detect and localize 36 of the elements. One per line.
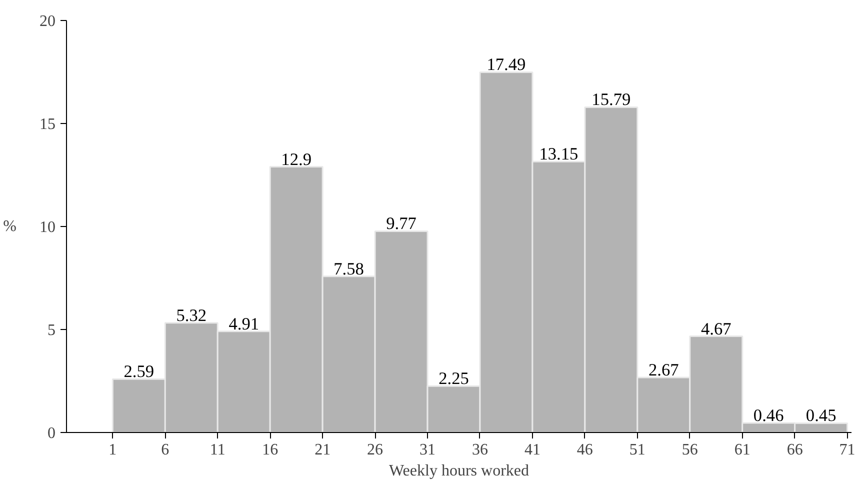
data-label: 13.15: [539, 144, 578, 164]
x-tick-label: 1: [108, 442, 117, 458]
y-tick-label: 20: [40, 13, 56, 30]
x-tick-label: 11: [210, 442, 226, 458]
x-tick-label: 71: [839, 442, 856, 458]
x-tick-label: 21: [314, 442, 331, 458]
data-label: 4.91: [228, 314, 260, 334]
data-label: 9.77: [386, 214, 417, 234]
data-label: 5.32: [176, 306, 207, 325]
data-label: 4.67: [700, 319, 732, 338]
data-label: 2.25: [438, 369, 469, 388]
y-tick-label: 0: [48, 425, 56, 442]
data-label: 2.59: [124, 362, 154, 382]
x-tick-label: 16: [262, 442, 278, 458]
data-label: 7.58: [334, 259, 364, 278]
y-tick-label: 10: [40, 219, 56, 236]
x-tick-label: 51: [629, 442, 646, 458]
data-label: 0.45: [806, 406, 836, 426]
data-label: 2.67: [648, 360, 680, 380]
data-label: 15.79: [592, 90, 631, 110]
x-tick-label: 56: [682, 442, 698, 458]
x-tick-label: 41: [524, 442, 540, 458]
x-axis-title: Weekly hours worked: [388, 462, 530, 480]
y-axis-title: %: [3, 218, 16, 235]
data-label: 17.49: [486, 55, 526, 74]
x-tick-label: 61: [734, 442, 750, 458]
x-tick-label: 26: [367, 442, 384, 458]
y-tick-label: 15: [40, 116, 56, 133]
x-tick-label: 46: [576, 442, 593, 458]
y-tick-label: 5: [48, 322, 56, 339]
x-tick-label: 66: [786, 442, 803, 458]
data-label: 0.46: [753, 406, 784, 426]
data-label: 12.9: [281, 150, 312, 169]
x-tick-label: 31: [420, 442, 436, 458]
x-tick-label: 6: [161, 442, 170, 458]
x-tick-label: 36: [472, 442, 488, 458]
